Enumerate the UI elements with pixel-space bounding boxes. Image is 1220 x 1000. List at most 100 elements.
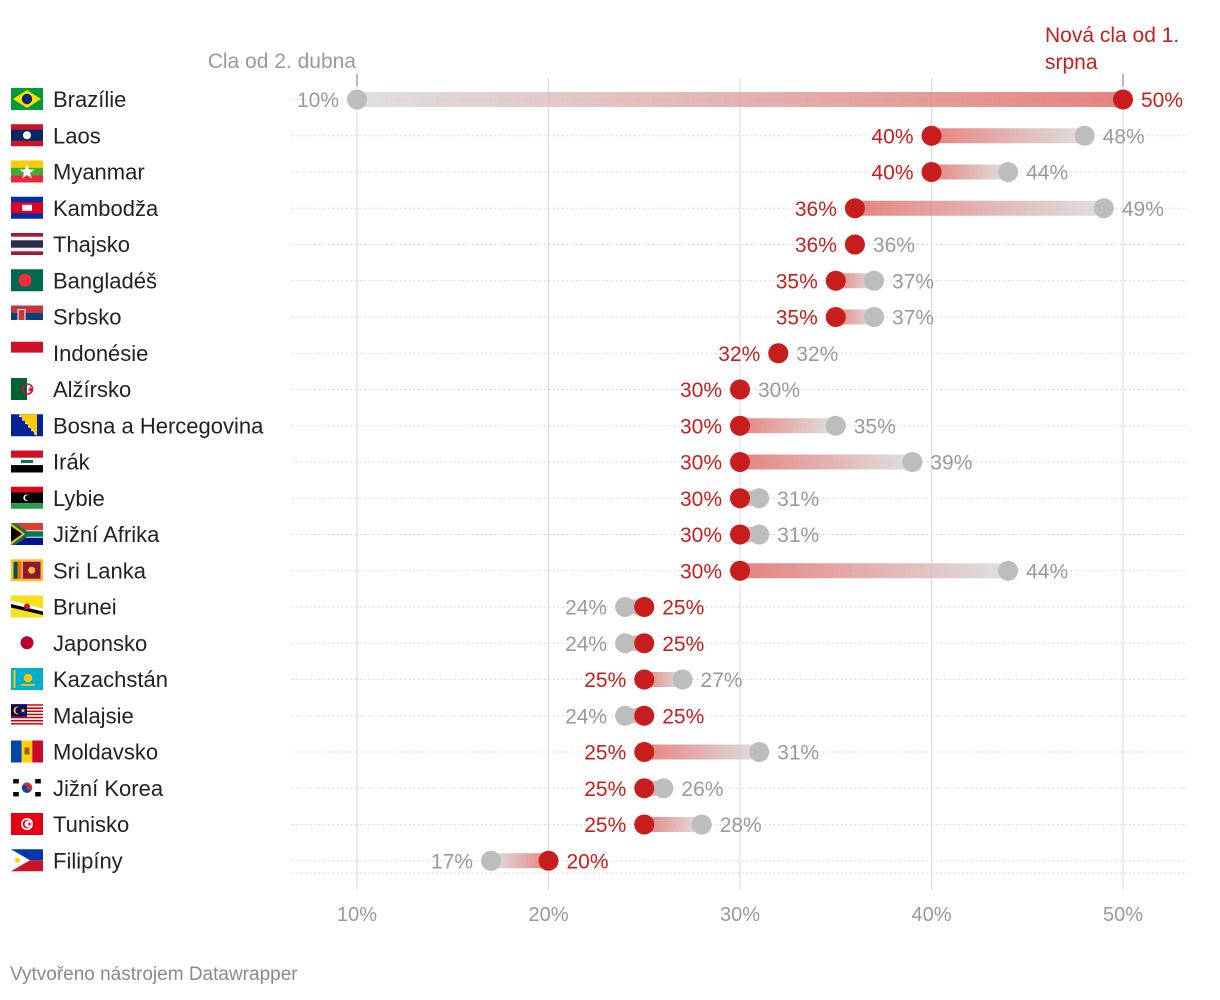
dot-old bbox=[481, 850, 502, 871]
country-label: Bosna a Hercegovina bbox=[53, 413, 264, 438]
dot-new bbox=[634, 705, 655, 726]
country-label: Bangladéš bbox=[53, 268, 157, 293]
row-brunei: Brunei 24% 25% bbox=[53, 595, 704, 620]
dot-new bbox=[921, 162, 942, 182]
x-tick-label: 50% bbox=[1103, 904, 1143, 926]
value-label-old: 24% bbox=[565, 597, 607, 620]
brunei-flag-icon bbox=[11, 595, 43, 618]
value-label-new: 32% bbox=[718, 343, 760, 366]
dot-old bbox=[998, 560, 1019, 581]
country-label: Moldavsko bbox=[53, 740, 158, 765]
country-label: Alžírsko bbox=[53, 377, 131, 402]
dot-old bbox=[749, 742, 770, 762]
libya-flag-icon bbox=[11, 486, 43, 509]
x-tick-label: 30% bbox=[720, 904, 760, 926]
value-label-old: 28% bbox=[720, 814, 762, 837]
row-bosnia: Bosna a Hercegovina 30% 35% bbox=[53, 413, 896, 438]
row-laos: Laos 40% 48% bbox=[53, 123, 1145, 148]
value-label-old: 31% bbox=[777, 488, 819, 511]
row-south-korea: Jižní Korea 25% 26% bbox=[53, 776, 723, 801]
value-label-old: 30% bbox=[758, 379, 800, 402]
value-label-new: 30% bbox=[680, 415, 722, 438]
dot-new bbox=[634, 633, 655, 654]
row-bangladesh: Bangladéš 35% 37% bbox=[53, 268, 934, 293]
value-label-new: 35% bbox=[776, 270, 818, 293]
iraq-flag-icon bbox=[11, 450, 43, 473]
row-serbia: Srbsko 35% 37% bbox=[53, 305, 934, 330]
x-tick-label: 10% bbox=[337, 904, 377, 926]
value-label-new: 25% bbox=[584, 742, 626, 765]
country-label: Tunisko bbox=[53, 812, 129, 837]
value-label-old: 49% bbox=[1122, 198, 1164, 221]
dot-old bbox=[691, 814, 712, 835]
row-brazil: Brazílie 10% 50% bbox=[53, 87, 1183, 112]
kazakhstan-flag-icon bbox=[11, 668, 43, 690]
legend-new-label: srpna bbox=[1045, 51, 1098, 74]
thailand-flag-icon bbox=[11, 233, 43, 255]
value-label-old: 35% bbox=[854, 415, 896, 438]
country-label: Irák bbox=[53, 450, 91, 475]
value-label-new: 25% bbox=[584, 669, 626, 692]
dot-new bbox=[538, 850, 559, 871]
value-label-old: 48% bbox=[1103, 125, 1145, 148]
value-label-new: 40% bbox=[871, 125, 913, 148]
value-label-old: 37% bbox=[892, 270, 934, 293]
dot-new bbox=[730, 488, 750, 509]
dot-new bbox=[634, 669, 655, 690]
value-label-new: 50% bbox=[1141, 89, 1183, 112]
dot-old bbox=[1074, 125, 1095, 146]
x-tick-label: 40% bbox=[911, 904, 951, 926]
value-label-new: 36% bbox=[795, 234, 837, 257]
value-label-old: 37% bbox=[892, 307, 934, 330]
tunisia-flag-icon bbox=[11, 813, 43, 835]
dumbbell-chart: 10% 20% 30% 40% 50% Cla od 2. dubna Nová cla o… bbox=[11, 24, 1188, 926]
row-iraq: Irák 30% 39% bbox=[53, 450, 972, 475]
dot-old bbox=[825, 415, 846, 436]
row-myanmar: Myanmar 40% 44% bbox=[53, 160, 1068, 185]
value-label-old: 32% bbox=[796, 343, 838, 366]
value-label-new: 20% bbox=[567, 850, 609, 873]
value-label-old: 10% bbox=[297, 89, 339, 112]
indonesia-flag-icon bbox=[11, 341, 43, 364]
value-label-old: 31% bbox=[777, 524, 819, 547]
country-label: Jižní Korea bbox=[53, 776, 164, 801]
legend-new-label: Nová cla od 1. bbox=[1045, 24, 1179, 47]
row-moldova: Moldavsko 25% 31% bbox=[53, 740, 819, 765]
country-label: Kazachstán bbox=[53, 667, 168, 692]
country-label: Brazílie bbox=[53, 87, 126, 112]
legend-old-label: Cla od 2. dubna bbox=[208, 50, 357, 73]
dot-new bbox=[634, 778, 655, 799]
country-label: Srbsko bbox=[53, 305, 121, 330]
row-philippines: Filipíny 17% 20% bbox=[53, 848, 609, 873]
country-label: Filipíny bbox=[53, 848, 123, 873]
japan-flag-icon bbox=[11, 631, 43, 654]
country-label: Brunei bbox=[53, 595, 117, 620]
dot-new bbox=[844, 234, 865, 255]
value-label-old: 24% bbox=[565, 633, 607, 656]
dot-old bbox=[864, 270, 885, 291]
dot-new bbox=[730, 524, 750, 545]
value-label-new: 30% bbox=[680, 560, 722, 583]
credit-line: Vytvořeno nástrojem Datawrapper bbox=[10, 964, 298, 985]
south-korea-flag-icon bbox=[11, 776, 43, 799]
value-label-new: 25% bbox=[662, 597, 704, 620]
row-thailand: Thajsko 36% 36% bbox=[53, 232, 915, 257]
country-label: Japonsko bbox=[53, 631, 147, 656]
country-label: Thajsko bbox=[53, 232, 130, 257]
dot-new bbox=[768, 343, 789, 364]
value-label-new: 36% bbox=[795, 198, 837, 221]
x-tick-label: 20% bbox=[528, 904, 568, 926]
dot-old bbox=[615, 705, 636, 726]
dot-new bbox=[634, 814, 655, 835]
value-label-old: 39% bbox=[930, 452, 972, 475]
value-label-new: 25% bbox=[662, 633, 704, 656]
serbia-flag-icon bbox=[11, 305, 43, 328]
row-indonesia: Indonésie 32% 32% bbox=[53, 341, 838, 366]
row-japan: Japonsko 24% 25% bbox=[53, 631, 704, 656]
dot-old bbox=[672, 669, 693, 690]
value-label-new: 40% bbox=[871, 162, 913, 185]
value-label-old: 24% bbox=[565, 705, 607, 728]
row-south-africa: Jižní Afrika 30% 31% bbox=[53, 522, 819, 547]
sri-lanka-flag-icon bbox=[11, 559, 43, 582]
value-label-new: 30% bbox=[680, 379, 722, 402]
